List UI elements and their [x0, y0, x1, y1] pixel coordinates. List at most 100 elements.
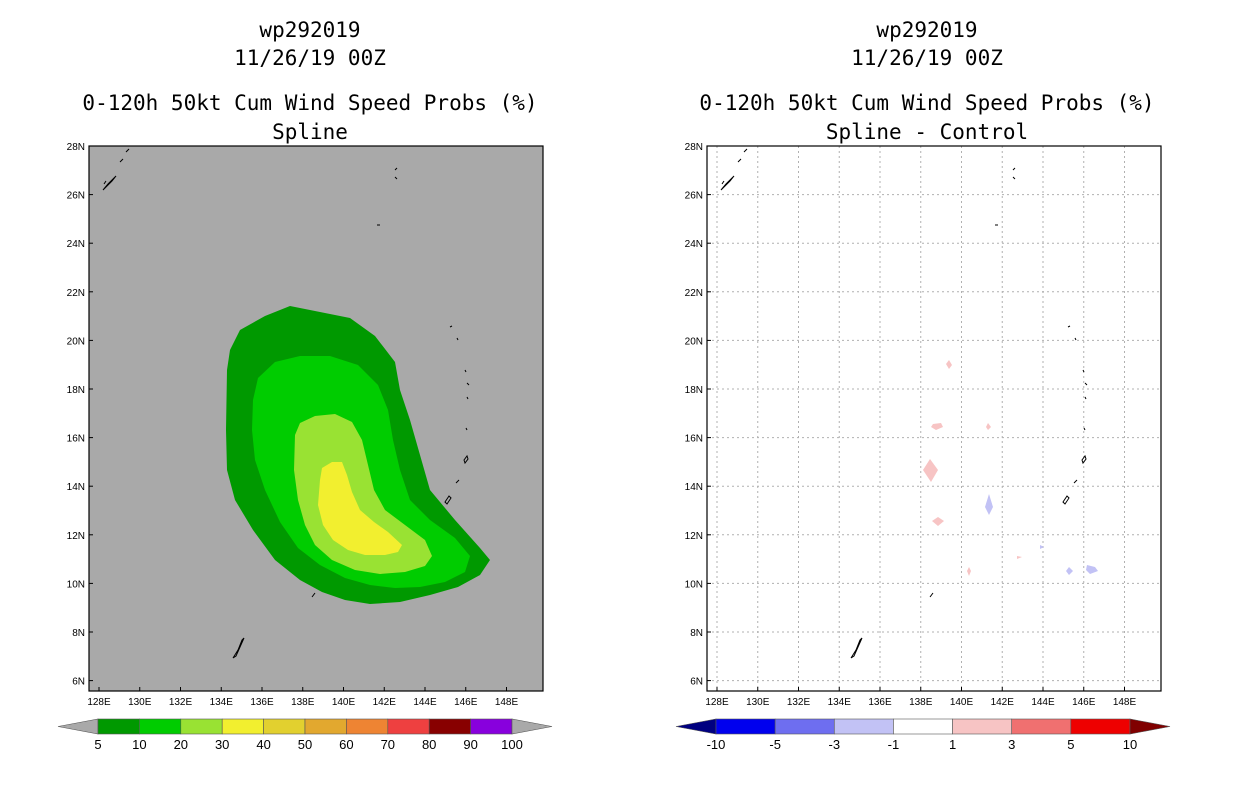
diff-neg-blob: [1040, 545, 1044, 549]
right-map-panel: 128E 130E 132E 134E 136E 138E 140E 142E 144E 146E…: [685, 142, 1162, 708]
colorbar-label: 90: [463, 737, 477, 752]
right-map-background: [707, 146, 1161, 691]
lon-tick-label: 142E: [991, 697, 1015, 708]
colorbar-label: 5: [94, 737, 101, 752]
right-title-storm-id: wp292019: [876, 18, 978, 42]
colorbar-segment: [893, 718, 953, 735]
lat-tick-label: 14N: [67, 482, 85, 493]
colorbar-label: 10: [132, 737, 146, 752]
lon-tick-label: 146E: [454, 697, 478, 708]
colorbar-segment: [715, 718, 776, 735]
lon-tick-label: 148E: [1113, 697, 1137, 708]
lat-tick-label: 22N: [685, 288, 703, 299]
colorbar-label: -3: [829, 737, 841, 752]
lat-tick-label: 24N: [685, 239, 703, 250]
colorbar-label: 5: [1067, 737, 1074, 752]
colorbar-label: 100: [501, 737, 523, 752]
lat-tick-label: 20N: [685, 336, 703, 347]
lat-tick-label: 8N: [72, 628, 85, 639]
colorbar-label: 40: [256, 737, 270, 752]
lat-tick-label: 26N: [685, 191, 703, 202]
lon-tick-label: 132E: [169, 697, 193, 708]
diff-pos-blob: [986, 423, 991, 430]
lat-tick-label: 18N: [67, 385, 85, 396]
diff-pos-blob: [931, 423, 943, 430]
lat-tick-label: 6N: [72, 677, 85, 688]
lat-tick-label: 16N: [685, 434, 703, 445]
lat-tick-label: 18N: [685, 385, 703, 396]
lon-tick-label: 136E: [250, 697, 274, 708]
left-title-storm-id: wp292019: [259, 18, 361, 42]
lat-tick-label: 28N: [685, 142, 703, 153]
colorbar-over-triangle: [1129, 718, 1171, 735]
left-title-method: Spline: [272, 120, 348, 144]
colorbar-segment: [139, 718, 182, 735]
colorbar-label: 3: [1008, 737, 1015, 752]
lon-tick-label: 128E: [705, 697, 729, 708]
colorbar-segment: [387, 718, 430, 735]
lat-tick-label: 8N: [690, 628, 703, 639]
lat-tick-label: 16N: [67, 434, 85, 445]
right-title-datetime: 11/26/19 00Z: [851, 46, 1003, 70]
colorbar-label: 20: [174, 737, 188, 752]
colorbar-label: -5: [769, 737, 781, 752]
left-title-product: 0-120h 50kt Cum Wind Speed Probs (%): [82, 91, 538, 115]
lat-tick-label: 10N: [67, 579, 85, 590]
colorbar-segment: [470, 718, 513, 735]
colorbar-segment: [97, 718, 140, 735]
colorbar-under-triangle: [675, 718, 717, 735]
lon-tick-label: 148E: [495, 697, 519, 708]
colorbar-segment: [774, 718, 835, 735]
colorbar-segment: [346, 718, 389, 735]
lat-tick-label: 10N: [685, 579, 703, 590]
lon-tick-label: 144E: [1031, 697, 1055, 708]
lat-tick-label: 12N: [67, 531, 85, 542]
gridlines: [707, 146, 1161, 691]
left-colorbar: 5 10 20 30 40 50 60 70 80 90 100: [57, 718, 553, 752]
diff-pos-blob: [967, 567, 971, 576]
lon-tick-label: 144E: [413, 697, 437, 708]
lat-tick-label: 28N: [67, 142, 85, 153]
lon-tick-label: 138E: [291, 697, 315, 708]
diff-neg-blob: [1086, 565, 1098, 574]
diff-pos-blob: [932, 517, 944, 526]
right-title-product: 0-120h 50kt Cum Wind Speed Probs (%): [699, 91, 1155, 115]
colorbar-label: 30: [215, 737, 229, 752]
colorbar-label: 80: [422, 737, 436, 752]
left-map-frame: [88, 145, 544, 692]
colorbar-over-triangle: [511, 718, 553, 735]
lon-tick-label: 138E: [909, 697, 933, 708]
lat-tick-label: 22N: [67, 288, 85, 299]
lon-tick-label: 130E: [128, 697, 152, 708]
right-colorbar: -10 -5 -3 -1 1 3 5 10: [675, 718, 1171, 752]
lon-tick-label: 140E: [950, 697, 974, 708]
lon-tick-label: 146E: [1072, 697, 1096, 708]
lat-tick-label: 20N: [67, 336, 85, 347]
diff-pos-blob: [946, 360, 952, 369]
diff-pos-blob: [1017, 556, 1022, 559]
right-map-frame: [706, 145, 1162, 692]
lon-tick-label: 136E: [868, 697, 892, 708]
colorbar-label: 60: [339, 737, 353, 752]
colorbar-segment: [1011, 718, 1072, 735]
lon-tick-label: 134E: [828, 697, 852, 708]
lat-tick-label: 12N: [685, 531, 703, 542]
right-title-method: Spline - Control: [825, 120, 1029, 144]
diff-neg-blob: [985, 494, 993, 515]
colorbar-label: 1: [949, 737, 956, 752]
colorbar-under-triangle: [57, 718, 99, 735]
lon-tick-label: 134E: [210, 697, 234, 708]
lat-tick-label: 26N: [67, 191, 85, 202]
colorbar-segment: [180, 718, 223, 735]
colorbar-label: 10: [1123, 737, 1137, 752]
colorbar-label: -1: [888, 737, 900, 752]
lon-tick-label: 140E: [332, 697, 356, 708]
colorbar-label: 70: [381, 737, 395, 752]
colorbar-segment: [304, 718, 347, 735]
colorbar-segment: [221, 718, 264, 735]
diff-neg-blob: [1066, 567, 1073, 575]
left-title-datetime: 11/26/19 00Z: [234, 46, 386, 70]
lon-tick-label: 142E: [373, 697, 397, 708]
lat-tick-label: 14N: [685, 482, 703, 493]
